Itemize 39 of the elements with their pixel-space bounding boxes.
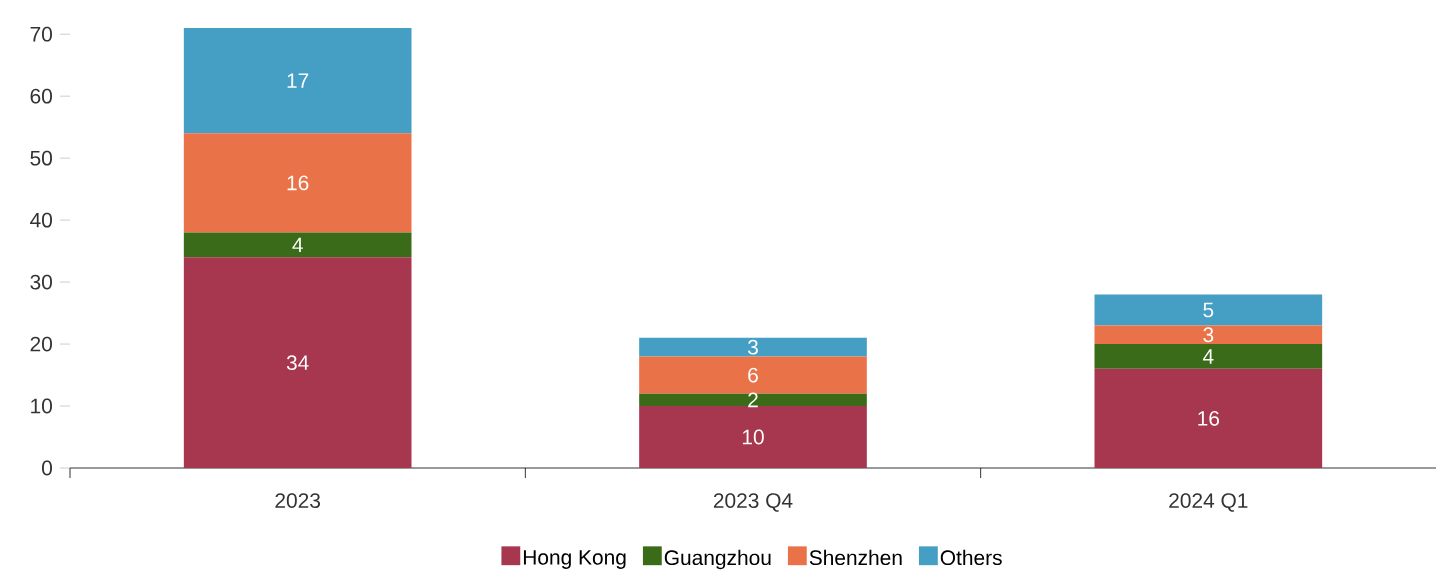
bar [183, 257, 412, 468]
bar [1094, 325, 1323, 345]
bar [639, 406, 867, 468]
data-label: 2 [748, 392, 758, 408]
y-tick-label: 70 [30, 26, 52, 42]
data-label: 6 [748, 367, 758, 383]
y-tick-label: 30 [30, 274, 52, 290]
y-tick-label: 40 [30, 212, 52, 228]
bar [183, 232, 412, 258]
data-label: 4 [1202, 349, 1214, 364]
x-tick-label: 2024 Q1 [1169, 493, 1248, 512]
legend-label: Guangzhou [664, 549, 771, 570]
data-label: 3 [1203, 327, 1214, 343]
data-label: 34 [286, 355, 309, 371]
bar [183, 28, 412, 134]
data-label: 16 [1198, 411, 1220, 426]
bar [183, 133, 412, 233]
bar [639, 337, 867, 357]
data-label: 4 [292, 237, 303, 253]
bar [1094, 368, 1323, 468]
y-tick-label: 0 [42, 460, 53, 476]
legend-label: Others [940, 549, 1002, 566]
y-tick-label: 10 [31, 398, 52, 414]
y-tick-label: 60 [30, 88, 52, 104]
legend-label: Hong Kong [523, 550, 626, 569]
bar [639, 356, 867, 394]
data-label: 16 [287, 175, 309, 191]
data-label: 10 [742, 429, 764, 445]
bar [1094, 294, 1323, 326]
bar [639, 393, 867, 407]
legend-label: Shenzhen [809, 549, 902, 566]
x-tick-label: 2023 Q4 [713, 493, 793, 512]
data-label: 5 [1203, 302, 1214, 318]
bar [1094, 344, 1323, 369]
x-tick-label: 2023 [275, 493, 321, 508]
y-tick-label: 20 [30, 336, 52, 352]
y-tick-label: 50 [30, 150, 52, 166]
data-label: 3 [747, 339, 758, 355]
data-label: 17 [287, 73, 309, 88]
